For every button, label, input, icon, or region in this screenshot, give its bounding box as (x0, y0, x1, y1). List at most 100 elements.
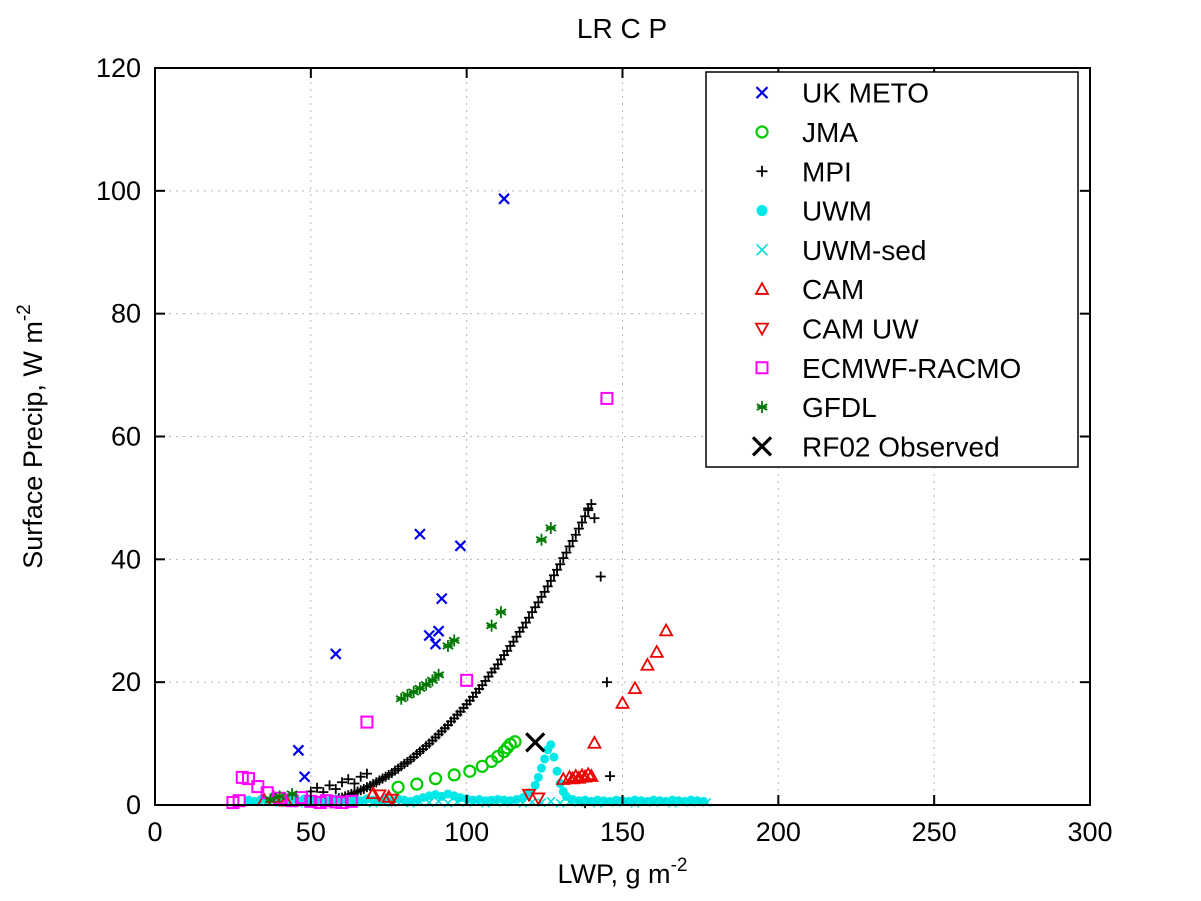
point-uwm (540, 754, 550, 764)
point-ecmwf-racmo (294, 791, 308, 805)
point-gfdl (286, 787, 298, 800)
series-rf02-observed (525, 732, 546, 753)
point-ecmwf-racmo (460, 673, 474, 687)
point-cam (583, 768, 599, 782)
point-uk-meto (432, 625, 445, 637)
point-cam (658, 622, 674, 637)
point-jma (410, 777, 424, 791)
point-mpi (324, 780, 335, 791)
point-cam (580, 766, 596, 780)
point-uwm-sed (396, 796, 406, 806)
point-mpi (361, 768, 372, 779)
legend-marker-cam (754, 281, 770, 295)
legend-marker-mpi (756, 165, 768, 177)
point-mpi (555, 559, 566, 570)
point-cam-uw (371, 789, 387, 804)
point-mpi (548, 570, 559, 581)
point-jma (508, 735, 522, 749)
point-uk-meto (429, 638, 442, 650)
point-jma (447, 768, 461, 782)
point-gfdl (264, 793, 276, 806)
x-tick-label: 50 (296, 817, 326, 847)
grid-layer (155, 68, 1090, 805)
point-mpi (539, 586, 550, 597)
point-mpi (580, 511, 591, 522)
legend-marker-uwm (756, 205, 768, 217)
legend-label-rf02-observed: RF02 Observed (802, 431, 1000, 462)
point-mpi (330, 784, 341, 795)
point-mpi (542, 581, 553, 592)
point-uwm (530, 780, 540, 790)
legend-label-ecmwf-racmo: ECMWF-RACMO (802, 353, 1021, 384)
series-mpi (305, 499, 616, 809)
point-mpi (567, 535, 578, 546)
point-uwm (549, 752, 559, 762)
point-cam (586, 735, 602, 749)
point-cam (627, 680, 643, 695)
point-uk-meto (435, 592, 448, 605)
point-cam (381, 789, 397, 803)
data-layer (226, 193, 712, 810)
point-uk-meto (292, 744, 305, 757)
point-mpi (355, 771, 366, 782)
point-mpi (337, 777, 347, 788)
legend-item-gfdl: GFDL (756, 392, 877, 423)
point-uwm (536, 763, 546, 773)
legend-label-jma: JMA (802, 117, 858, 148)
point-gfdl (448, 634, 460, 647)
point-ecmwf-racmo (232, 794, 246, 808)
point-gfdl (485, 619, 498, 632)
point-uk-meto (414, 528, 426, 540)
point-gfdl (414, 682, 426, 695)
point-mpi (312, 782, 323, 793)
x-tick-label: 0 (147, 817, 162, 847)
point-uk-meto (454, 540, 467, 552)
legend-item-jma: JMA (755, 117, 858, 148)
point-uk-meto (329, 648, 342, 660)
point-uwm-sed (434, 796, 444, 806)
point-mpi (558, 553, 569, 564)
point-mpi (349, 778, 360, 789)
legend-label-mpi: MPI (802, 156, 852, 187)
y-tick-label: 20 (111, 667, 141, 697)
x-tick-label: 100 (444, 817, 489, 847)
point-mpi (343, 774, 354, 785)
y-tick-label: 0 (126, 790, 141, 820)
legend-item-rf02-observed: RF02 Observed (751, 431, 1000, 462)
legend-item-uwm: UWM (756, 196, 872, 227)
point-mpi (564, 541, 575, 552)
legend-marker-uk-meto (755, 86, 769, 99)
point-uwm (552, 766, 562, 776)
point-mpi (524, 612, 534, 623)
chart-title: LR C P (577, 13, 667, 44)
point-gfdl (545, 522, 557, 535)
point-uwm (533, 772, 543, 782)
series-jma (391, 735, 522, 794)
point-uwm-sed (508, 796, 518, 806)
legend-label-uwm: UWM (802, 196, 872, 227)
point-uwm-sed (546, 796, 556, 806)
legend-marker-cam-uw (754, 322, 770, 337)
x-tick-label: 200 (756, 817, 801, 847)
point-gfdl (395, 692, 407, 705)
point-gfdl (426, 674, 439, 687)
point-gfdl (432, 668, 445, 681)
point-cam (365, 785, 381, 800)
y-tick-label: 100 (96, 176, 141, 206)
x-axis-label: LWP, g m-2 (558, 855, 688, 889)
point-mpi (605, 771, 616, 782)
point-ecmwf-racmo (242, 772, 255, 786)
point-mpi (595, 571, 606, 582)
point-jma (463, 764, 477, 778)
point-rf02-observed (525, 732, 546, 753)
point-ecmwf-racmo (360, 715, 374, 729)
legend-item-mpi: MPI (756, 156, 852, 187)
point-jma (428, 771, 443, 786)
point-cam-uw (530, 792, 546, 807)
point-uwm-sed (658, 796, 668, 806)
y-axis-label: Surface Precip, W m-2 (14, 304, 48, 568)
point-ecmwf-racmo (344, 794, 358, 808)
legend-item-uk-meto: UK METO (755, 78, 929, 109)
point-cam (649, 644, 665, 658)
point-gfdl (442, 639, 454, 652)
